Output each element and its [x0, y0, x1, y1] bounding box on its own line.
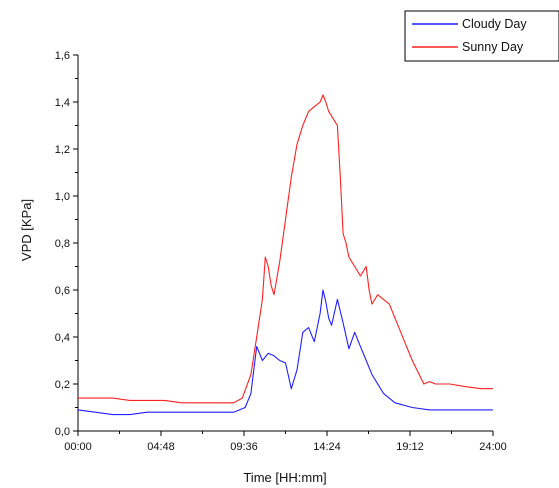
y-tick-label: 1,0 [55, 191, 70, 203]
x-tick-label: 09:36 [230, 441, 258, 453]
x-tick-label: 00:00 [64, 441, 92, 453]
x-tick-label: 04:48 [147, 441, 175, 453]
y-tick-label: 0,8 [55, 238, 70, 250]
y-tick-label: 1,6 [55, 50, 70, 62]
legend-label-cloudy: Cloudy Day [462, 17, 527, 31]
y-tick-label: 1,2 [55, 144, 70, 156]
x-tick-label: 14:24 [313, 441, 341, 453]
x-axis-label: Time [HH:mm] [243, 470, 326, 485]
series-layer [77, 94, 493, 416]
legend-label-sunny: Sunny Day [462, 40, 524, 54]
y-tick-label: 0,6 [55, 285, 70, 297]
y-tick-label: 0,4 [55, 332, 70, 344]
y-tick-label: 0,0 [55, 426, 70, 438]
legend: Cloudy Day Sunny Day [404, 10, 559, 62]
x-tick-label: 24:00 [479, 441, 507, 453]
plot-frame [77, 55, 493, 432]
y-axis-ticks: 0,0 0,2 0,4 0,6 0,8 1,0 1,2 1,4 1,6 [55, 50, 78, 438]
x-axis-ticks: 00:00 04:48 09:36 14:24 19:12 24:00 [64, 431, 507, 453]
series-line-sunny-day [78, 94, 493, 404]
y-axis-label: VPD [KPa] [19, 199, 34, 261]
y-tick-label: 1,4 [55, 97, 70, 109]
legend-box [404, 10, 559, 62]
y-tick-label: 0,2 [55, 379, 70, 391]
series-line-cloudy-day [77, 289, 493, 416]
x-tick-label: 19:12 [396, 441, 424, 453]
